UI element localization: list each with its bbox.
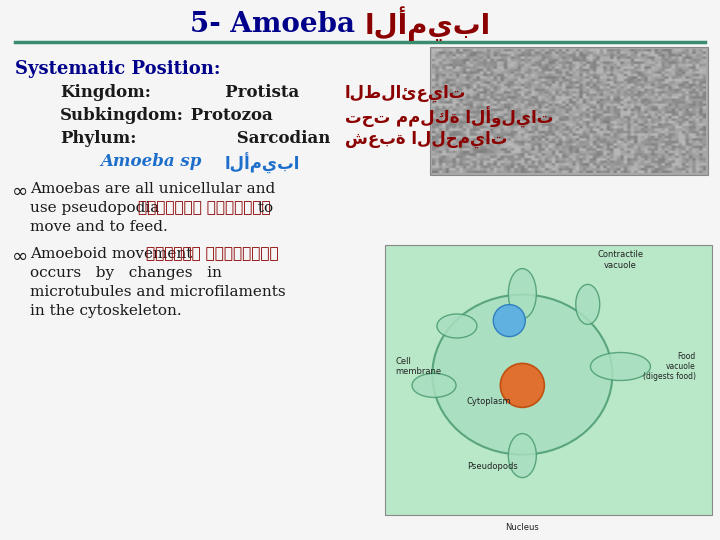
- Circle shape: [493, 305, 526, 336]
- Ellipse shape: [412, 373, 456, 397]
- Text: Subkingdom:: Subkingdom:: [60, 107, 184, 124]
- Text: الأقدام الكاذبة: الأقدام الكاذبة: [138, 201, 271, 215]
- Text: use pseudopodia: use pseudopodia: [30, 201, 164, 215]
- Text: Phylum:: Phylum:: [60, 130, 136, 147]
- Text: Systematic Position:: Systematic Position:: [15, 60, 220, 78]
- Text: in the cytoskeleton.: in the cytoskeleton.: [30, 304, 181, 318]
- Text: to: to: [253, 201, 273, 215]
- Text: Pseudopods: Pseudopods: [467, 462, 518, 471]
- Ellipse shape: [508, 434, 536, 477]
- Text: Amoeba sp: Amoeba sp: [100, 153, 202, 170]
- Ellipse shape: [437, 314, 477, 338]
- Text: microtubules and microfilaments: microtubules and microfilaments: [30, 285, 286, 299]
- Text: تحت مملكة الأوليات: تحت مملكة الأوليات: [345, 107, 554, 128]
- Ellipse shape: [432, 295, 612, 455]
- Text: move and to feed.: move and to feed.: [30, 220, 168, 234]
- Text: Amoebas are all unicellular and: Amoebas are all unicellular and: [30, 182, 275, 196]
- Bar: [385, 245, 712, 515]
- Text: Cytoplasm: Cytoplasm: [467, 397, 511, 406]
- Ellipse shape: [508, 268, 536, 319]
- Text: Sarcodian: Sarcodian: [185, 130, 330, 147]
- Text: 5- Amoeba: 5- Amoeba: [190, 10, 355, 37]
- Text: Food
vacuole
(digests food): Food vacuole (digests food): [643, 352, 696, 381]
- Text: ∞: ∞: [12, 182, 28, 201]
- Text: ∞: ∞: [12, 247, 28, 266]
- Text: الأميبا: الأميبا: [225, 153, 300, 174]
- Text: Amoeboid movement: Amoeboid movement: [30, 247, 197, 261]
- Text: Protista: Protista: [185, 84, 300, 101]
- Text: Nucleus: Nucleus: [505, 523, 539, 532]
- Circle shape: [500, 363, 544, 407]
- Text: Kingdom:: Kingdom:: [60, 84, 151, 101]
- Text: الحركة الأميبية: الحركة الأميبية: [146, 247, 279, 261]
- Text: الأميبا: الأميبا: [365, 6, 491, 42]
- Text: شعبة اللحميات: شعبة اللحميات: [345, 130, 508, 148]
- Text: Contractile
vacuole: Contractile vacuole: [598, 251, 644, 270]
- Ellipse shape: [576, 285, 600, 325]
- Text: occurs   by   changes   in: occurs by changes in: [30, 266, 222, 280]
- Bar: [430, 47, 708, 175]
- Ellipse shape: [590, 353, 650, 381]
- Text: الطلائعيات: الطلائعيات: [345, 84, 467, 102]
- Text: Protozoa: Protozoa: [185, 107, 273, 124]
- Text: Cell
membrane: Cell membrane: [395, 357, 441, 376]
